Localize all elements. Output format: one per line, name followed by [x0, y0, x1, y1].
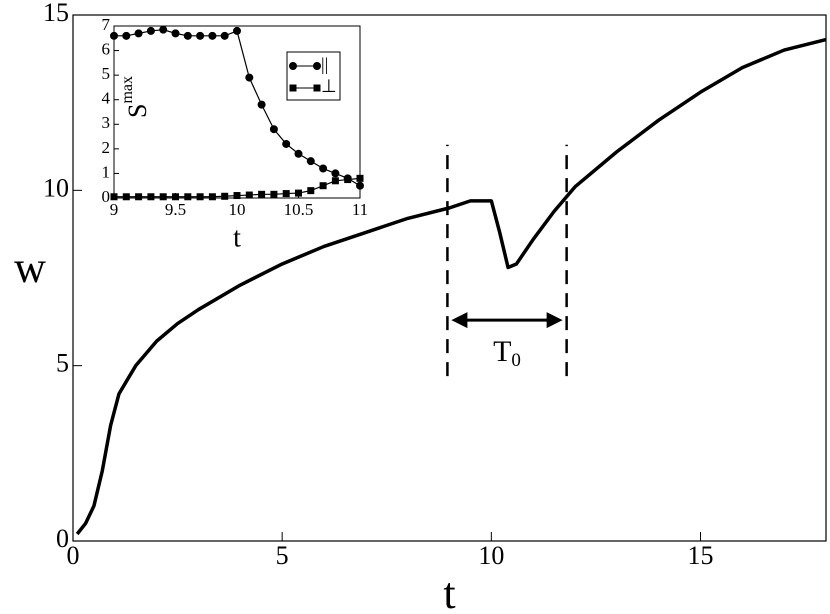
data-point [307, 187, 315, 195]
data-point [294, 149, 303, 158]
data-point [135, 193, 143, 201]
data-point [245, 191, 253, 199]
data-point [306, 157, 315, 166]
legend-marker [289, 62, 297, 70]
data-point [122, 31, 131, 40]
data-point [110, 31, 118, 40]
data-point [134, 29, 143, 38]
y-axis-label: w [14, 243, 46, 292]
x-tick-label: 15 [688, 541, 714, 570]
data-point [257, 100, 266, 109]
y-tick-label: 3 [102, 113, 111, 132]
data-point [331, 169, 340, 178]
y-tick-label: 6 [102, 39, 111, 58]
data-point [319, 164, 328, 173]
data-point [184, 193, 192, 201]
data-point [282, 139, 291, 148]
x-tick-label: 9 [110, 200, 119, 219]
x-tick-label: 11 [352, 200, 368, 219]
annotation-subscript: 0 [511, 350, 521, 371]
y-tick-label: 7 [102, 15, 111, 34]
data-point [110, 193, 118, 201]
data-point [147, 193, 155, 201]
legend-label: ⊥ [321, 76, 337, 96]
x-tick-label: 5 [276, 541, 289, 570]
data-point [356, 174, 364, 182]
data-point [245, 73, 254, 82]
plot-frame [72, 14, 827, 542]
data-point [344, 176, 352, 184]
legend-box [286, 51, 341, 101]
data-point [122, 193, 130, 201]
annotation-text: T [493, 335, 511, 368]
y-tick-label: 5 [56, 349, 69, 378]
y-tick-label: 2 [102, 138, 111, 157]
legend-marker [313, 84, 321, 92]
data-point [356, 181, 364, 190]
data-point [172, 193, 179, 201]
data-point [196, 193, 204, 201]
data-point [183, 31, 192, 40]
legend-marker [313, 62, 321, 70]
data-point [196, 31, 205, 40]
data-point [295, 189, 302, 197]
data-point [159, 193, 167, 201]
data-point [319, 182, 327, 190]
data-point [208, 31, 217, 40]
x-tick-label: 9.5 [165, 200, 186, 219]
x-tick-label: 0 [67, 541, 80, 570]
legend-label: || [321, 54, 328, 74]
data-point [233, 192, 241, 200]
y-tick-label: 1 [102, 162, 111, 181]
y-tick-label: 10 [43, 173, 69, 202]
data-point [270, 190, 278, 198]
y-tick-label: 4 [102, 89, 111, 108]
arrow-head [451, 312, 468, 329]
x-tick-label: 10.5 [284, 200, 314, 219]
data-point [221, 192, 229, 200]
data-point [282, 190, 290, 198]
x-tick-label: 10 [229, 200, 246, 219]
x-tick-label: 10 [478, 541, 504, 570]
y-axis-label-superscript: max [119, 76, 136, 104]
data-point [159, 25, 168, 34]
data-point [220, 31, 229, 40]
data-line [75, 37, 827, 536]
data-point [233, 26, 241, 35]
data-point [331, 177, 339, 185]
y-axis-label-main: S [123, 104, 152, 118]
x-axis-label: t [233, 222, 241, 253]
x-axis-label: t [443, 569, 455, 614]
annotation: T0 [493, 335, 521, 371]
legend-marker [289, 84, 297, 92]
data-point [208, 193, 216, 201]
y-tick-label: 5 [102, 64, 111, 83]
data-point [146, 26, 155, 35]
data-point [269, 125, 278, 134]
y-tick-label: 0 [56, 524, 69, 553]
data-point [258, 190, 266, 198]
y-tick-label: 15 [43, 0, 69, 27]
y-tick-label: 0 [102, 187, 111, 206]
arrow-head [546, 312, 563, 329]
data-point [171, 29, 180, 38]
y-axis-label: Smax [119, 76, 152, 118]
